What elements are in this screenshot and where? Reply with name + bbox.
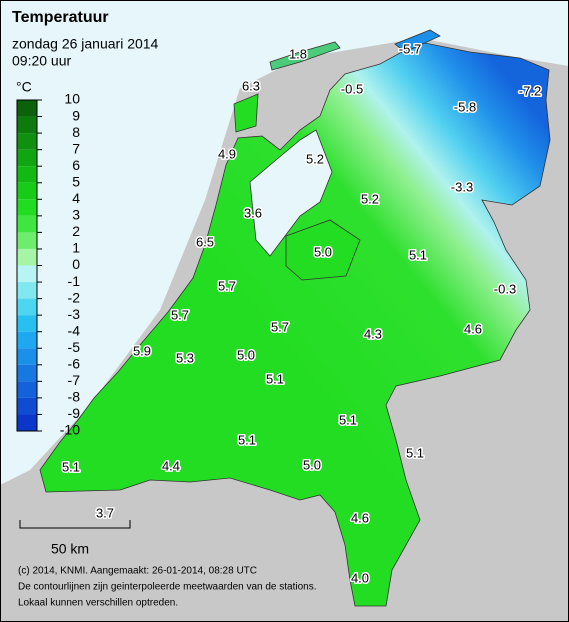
legend-swatch [17,116,37,134]
station-value: 4.9 [218,146,236,161]
legend-label: 7 [72,140,80,156]
legend-swatch [17,232,37,249]
wadden-islands [269,41,341,71]
station-value: 6.3 [242,78,260,93]
station-value: -0.5 [341,81,363,96]
legend-label: -6 [68,356,81,372]
station-value: 5.7 [171,307,189,322]
station-value: 5.0 [303,457,321,472]
station-value: 5.1 [238,432,256,447]
legend-label: 0 [72,256,80,272]
legend-label: -9 [68,405,81,421]
station-value: 4.6 [351,510,369,525]
legend-swatch [17,215,37,233]
legend-label: -7 [68,372,81,388]
title: Temperatuur [12,9,109,26]
date: zondag 26 januari 2014 [12,36,159,52]
station-value: -5.7 [399,41,421,56]
footer-line: De contourlijnen zijn geinterpoleerde me… [18,582,317,593]
station-value: 5.1 [409,247,427,262]
station-value: 3.6 [244,205,262,220]
legend-swatch [17,182,37,200]
legend-label: -2 [68,289,81,305]
station-value: 4.6 [464,321,482,336]
ijsselmeer [249,129,333,257]
legend-label: -4 [68,322,81,338]
legend-swatch [17,282,37,299]
legend-label: 4 [72,190,80,206]
station-value: 5.1 [266,371,284,386]
legend-label: 6 [72,157,80,173]
legend-swatch [17,381,37,398]
legend-swatch [17,248,37,266]
station-value: -3.3 [451,179,473,194]
station-value: 5.0 [237,347,255,362]
legend-swatch [17,331,37,349]
station-value: 4.4 [162,458,180,473]
station-value: -7.2 [519,83,541,98]
station-value: 5.9 [133,343,151,358]
station-value: 5.7 [271,319,289,334]
station-value: 4.3 [364,326,382,341]
legend-swatch [17,414,37,431]
texel [233,93,259,133]
time: 09:20 uur [12,53,71,69]
scale-bar [19,520,131,529]
station-value: 5.1 [62,459,80,474]
legend-swatch [17,199,37,216]
station-value: 5.1 [406,445,424,460]
legend-swatch [17,315,37,332]
station-value: 6.5 [196,234,214,249]
station-value: 5.7 [218,278,236,293]
sea [0,0,569,485]
wadden-islands-east [394,29,441,53]
legend-swatch [17,397,37,415]
legend-label: 9 [72,107,80,123]
footer-line: Lokaal kunnen verschillen optreden. [18,598,178,609]
flevoland [285,219,361,281]
legend-label: -5 [68,339,81,355]
station-value: -5.8 [454,99,476,114]
station-value: 5.2 [306,151,324,166]
netherlands [39,41,551,607]
legend-label: 1 [72,240,80,256]
legend-swatch [17,364,37,382]
legend-label: 5 [72,173,80,189]
station-value: 5.2 [361,191,379,206]
legend-label: -10 [60,422,80,438]
station-value: 1.8 [289,46,307,61]
legend-label: -1 [68,273,81,289]
legend-swatch [17,149,37,167]
legend-unit: °C [16,79,32,95]
legend-swatch [17,100,37,117]
station-value: 5.1 [339,412,357,427]
station-value: 5.0 [314,244,332,259]
station-value: 5.3 [176,350,194,365]
legend-label: 3 [72,207,80,223]
legend-label: -3 [68,306,81,322]
legend-label: -8 [68,389,81,405]
legend-swatch [17,166,37,183]
scale-label: 50 km [51,541,89,557]
legend-label: 8 [72,124,80,140]
legend-label: 2 [72,223,80,239]
station-value: 3.7 [96,505,114,520]
legend-label: 10 [64,91,80,107]
legend-swatch [17,133,37,150]
footer-line: (c) 2014, KNMI. Aangemaakt: 26-01-2014, … [18,566,257,577]
legend-swatch [17,265,37,283]
station-value: -0.3 [494,281,516,296]
legend-swatch [17,348,37,365]
station-value: 4.0 [351,570,369,585]
stations: 1.8 -5.7 6.3 -0.5 -7.2 -5.8 4.9 5.2 -3.3 5.2 3.6 6.… [60,40,542,587]
legend-swatch [17,298,37,316]
